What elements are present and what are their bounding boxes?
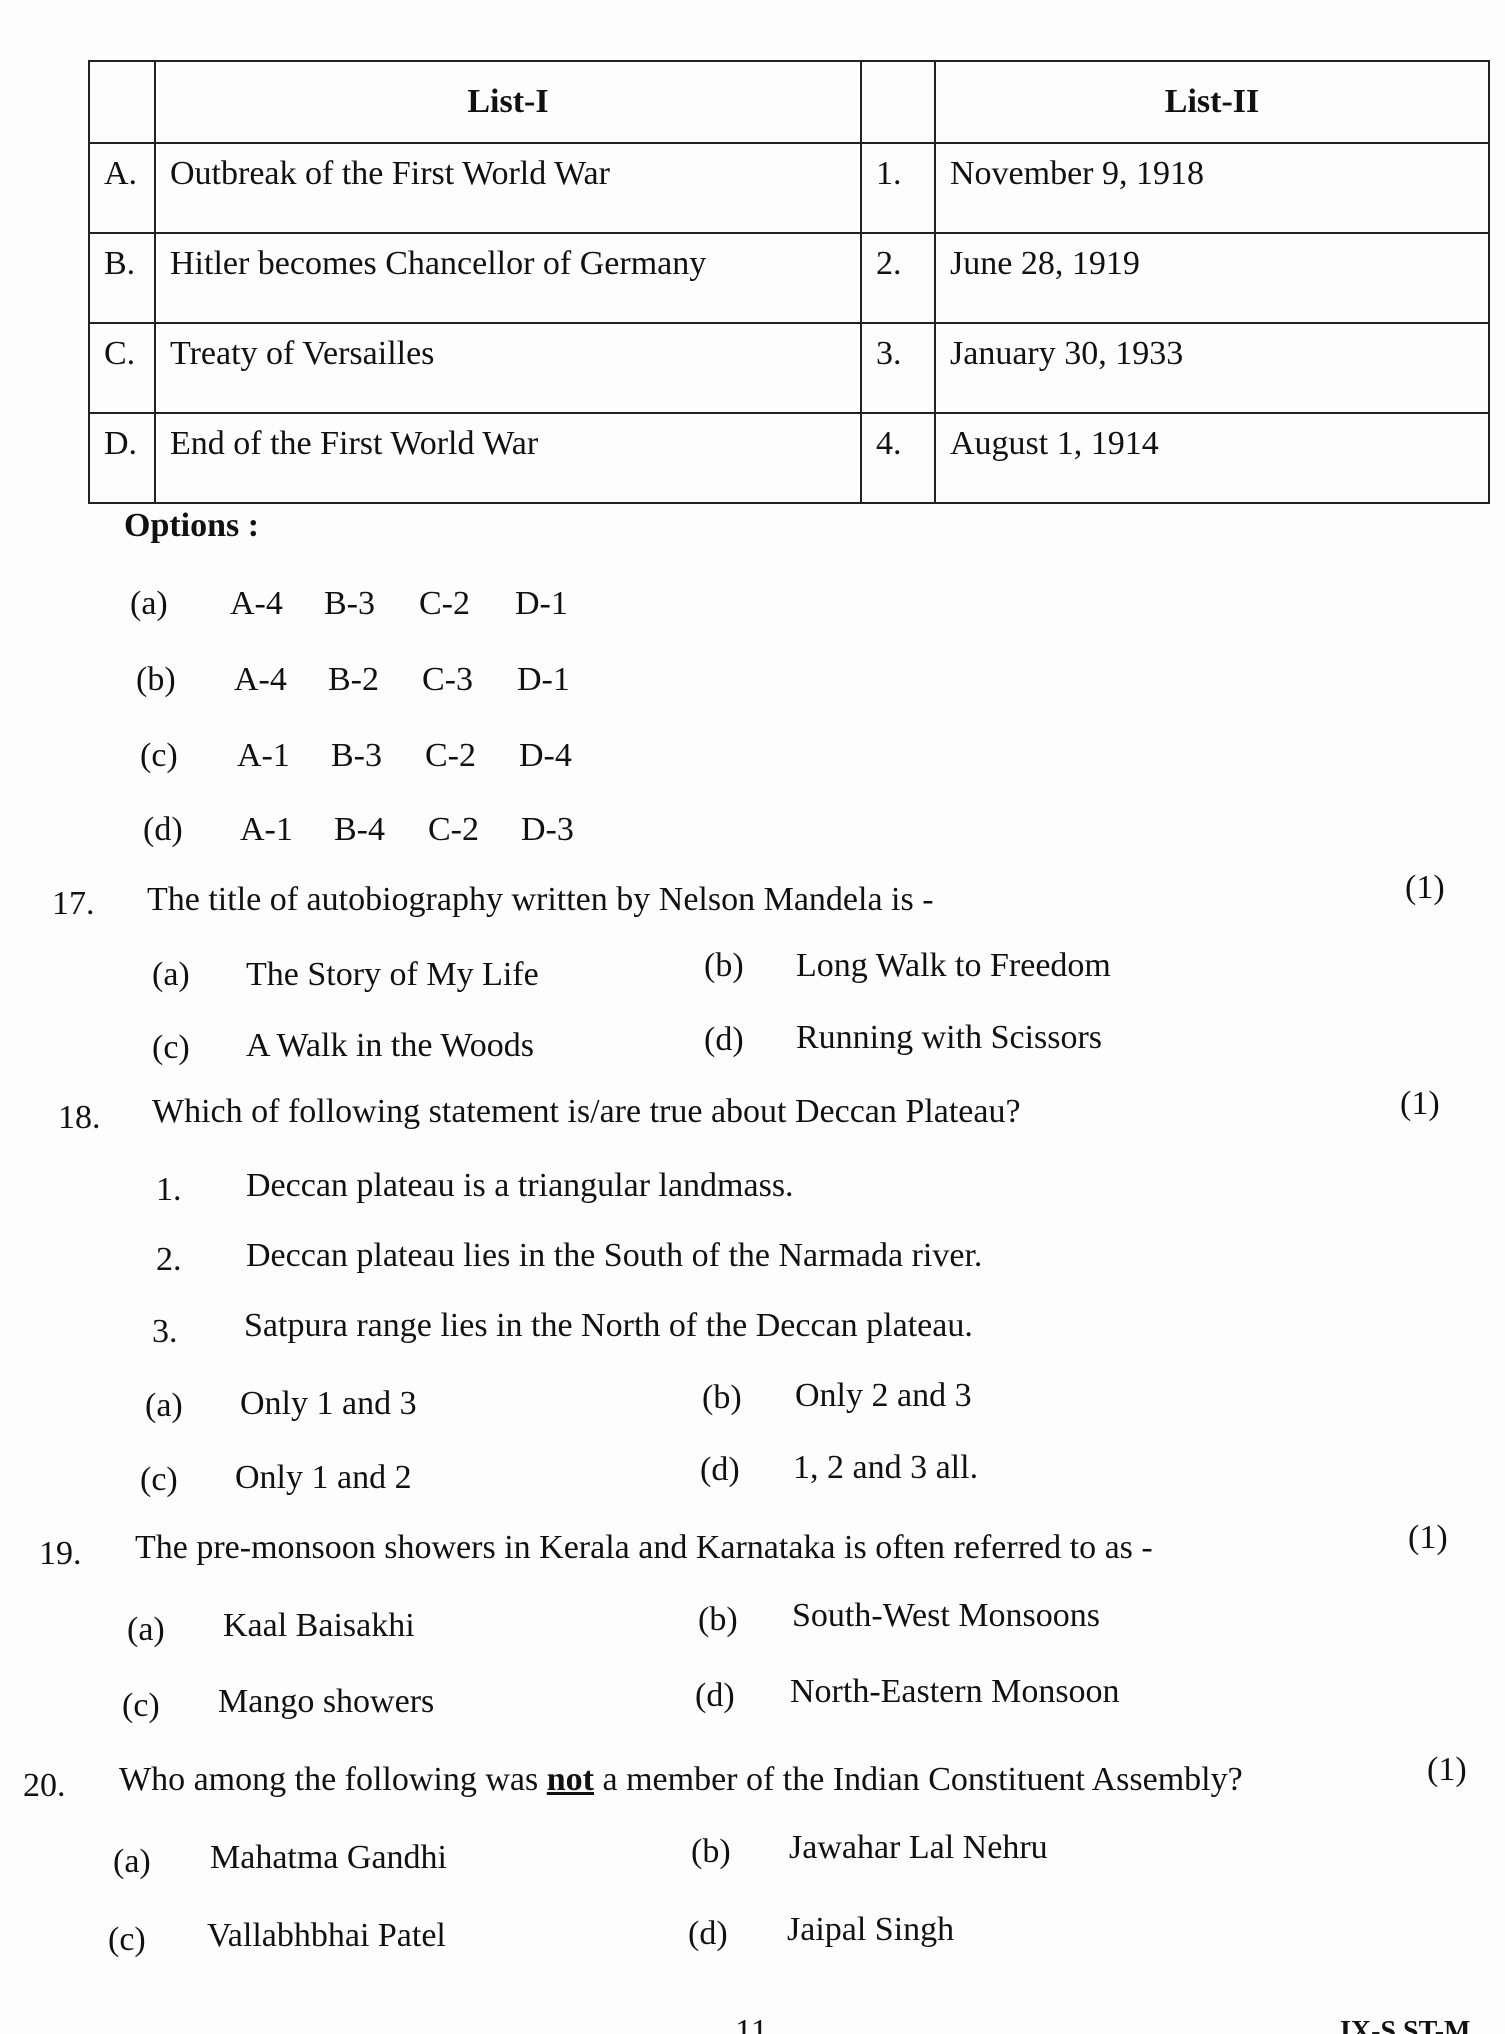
options-title: Options : [124, 507, 260, 544]
table-row: A. Outbreak of the First World War 1. Novem… [88, 142, 1490, 234]
paper-code: IX-S.ST-M [1340, 2016, 1471, 2034]
page-number: 11 [735, 2013, 768, 2034]
list-i-header: List-I [154, 60, 862, 144]
list-ii-header: List-II [934, 60, 1490, 144]
table-row: B. Hitler becomes Chancellor of Germany 2.… [88, 232, 1490, 324]
table-row: D. End of the First World War 4. August 1, … [88, 412, 1490, 504]
table-row: C. Treaty of Versailles 3. January 30, 1933 [88, 322, 1490, 414]
match-table: List-I List-II A. Outbreak of the First Wo… [88, 60, 1490, 504]
table-header: List-I List-II [88, 60, 1490, 144]
emphasis-not: not [546, 1761, 594, 1798]
